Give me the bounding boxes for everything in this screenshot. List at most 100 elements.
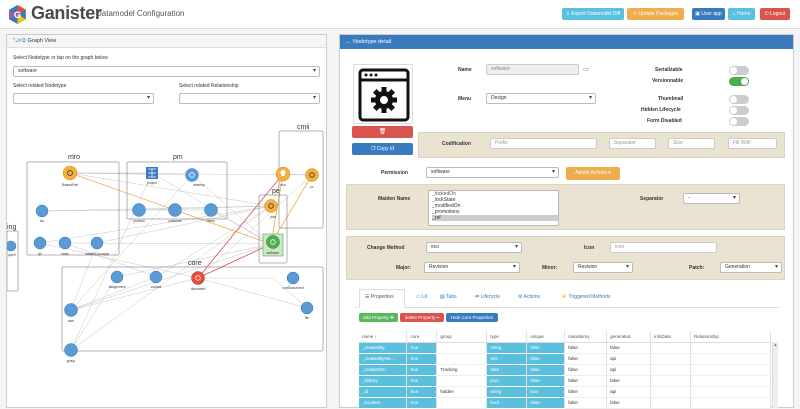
home-button[interactable]: ⌂ Home bbox=[728, 8, 755, 20]
major-select[interactable]: Revision bbox=[424, 262, 520, 273]
name-input[interactable]: software bbox=[486, 64, 579, 75]
table-cell[interactable]: string bbox=[486, 342, 528, 354]
table-cell[interactable] bbox=[436, 375, 488, 387]
table-cell[interactable]: date bbox=[486, 364, 528, 376]
table-cell[interactable]: api bbox=[606, 386, 652, 398]
list-item[interactable]: _lockState bbox=[432, 197, 456, 203]
table-cell[interactable]: false bbox=[526, 342, 566, 354]
table-cell[interactable]: text bbox=[486, 353, 528, 365]
table-cell[interactable]: false bbox=[526, 364, 566, 376]
table-row[interactable]: _createdOn true Tracking date false false api bbox=[359, 364, 771, 376]
table-cell[interactable]: json bbox=[486, 375, 528, 387]
table-cell[interactable] bbox=[650, 353, 692, 365]
table-cell[interactable]: false bbox=[564, 353, 608, 365]
list-item[interactable]: _ref bbox=[432, 215, 558, 221]
column-header[interactable]: core bbox=[406, 331, 438, 343]
table-cell[interactable]: false bbox=[564, 397, 608, 409]
table-cell[interactable]: true bbox=[406, 353, 438, 365]
minor-select[interactable]: Revision bbox=[573, 262, 633, 273]
table-cell[interactable]: false bbox=[564, 364, 608, 376]
column-header[interactable]: generated bbox=[606, 331, 652, 343]
size-input[interactable]: Size bbox=[668, 138, 715, 149]
table-cell[interactable]: _createdBy bbox=[359, 342, 408, 354]
column-header[interactable]: name ↑ bbox=[359, 331, 408, 343]
table-cell[interactable]: _id bbox=[359, 386, 408, 398]
delete-nodetype-button[interactable]: 🗑 bbox=[352, 126, 413, 138]
table-cell[interactable]: _createdOn bbox=[359, 364, 408, 376]
tab-lifecycle[interactable]: ⇄ Lifecycle bbox=[475, 294, 501, 300]
hidden-lifecycle-toggle[interactable] bbox=[729, 106, 749, 115]
column-header[interactable]: type bbox=[486, 331, 528, 343]
table-cell[interactable]: _history bbox=[359, 375, 408, 387]
table-cell[interactable]: _createdByNa... bbox=[359, 353, 408, 365]
table-cell[interactable]: api bbox=[606, 364, 652, 376]
export-diff-button[interactable]: ⇩ Export Datamodel Diff bbox=[562, 8, 624, 20]
copy-id-button[interactable]: ❐ Copy Id bbox=[352, 143, 413, 155]
list-item[interactable]: _lockedOn bbox=[432, 191, 456, 197]
permission-select[interactable]: software bbox=[426, 167, 559, 178]
tab-properties[interactable]: ☰ Properties bbox=[365, 294, 394, 300]
tab-ui[interactable]: ▭ UI bbox=[416, 294, 428, 300]
prefix-input[interactable]: Prefix bbox=[490, 138, 597, 149]
user-app-button[interactable]: ▣ User app bbox=[692, 8, 725, 20]
patch-select[interactable]: Generation bbox=[720, 262, 782, 273]
nodetype-icon-preview[interactable] bbox=[353, 64, 413, 124]
fill-with-input[interactable]: Fill With bbox=[728, 138, 777, 149]
table-cell[interactable] bbox=[690, 386, 771, 398]
table-cell[interactable]: false bbox=[564, 375, 608, 387]
logout-button[interactable]: ⏻ Logout bbox=[760, 8, 790, 20]
table-cell[interactable] bbox=[650, 342, 692, 354]
update-packages-button[interactable]: ↻ Update Packages bbox=[627, 8, 684, 20]
form-disabled-toggle[interactable] bbox=[729, 117, 749, 126]
maiden-name-listbox[interactable]: _lockedOn _lockState _modifiedOn _promot… bbox=[428, 190, 559, 226]
list-item[interactable]: _modifiedOn bbox=[432, 203, 461, 209]
tab-tabs[interactable]: ▤ Tabs bbox=[440, 294, 457, 300]
table-cell[interactable]: true bbox=[406, 386, 438, 398]
table-cell[interactable]: true bbox=[406, 397, 438, 409]
separator-input[interactable]: Separator bbox=[609, 138, 656, 149]
table-cell[interactable]: false bbox=[526, 397, 566, 409]
related-relationship-select[interactable] bbox=[179, 93, 320, 104]
versionnable-toggle[interactable] bbox=[729, 77, 749, 86]
table-cell[interactable] bbox=[436, 342, 488, 354]
table-row[interactable]: _createdByNa... true text false false api bbox=[359, 353, 771, 365]
admin-actions-button[interactable]: Admin Actions ▾ bbox=[566, 167, 620, 180]
id-card-icon[interactable]: ▭ bbox=[583, 67, 589, 73]
table-cell[interactable] bbox=[690, 353, 771, 365]
table-cell[interactable] bbox=[650, 386, 692, 398]
column-header[interactable]: unique bbox=[526, 331, 566, 343]
related-nodetype-select[interactable] bbox=[13, 93, 154, 104]
table-cell[interactable]: false bbox=[606, 397, 652, 409]
column-header[interactable]: infoData bbox=[650, 331, 692, 343]
table-cell[interactable]: api bbox=[606, 353, 652, 365]
table-cell[interactable]: _isLatest bbox=[359, 397, 408, 409]
table-cell[interactable]: hidden bbox=[436, 386, 488, 398]
table-cell[interactable]: string bbox=[486, 386, 528, 398]
serializable-toggle[interactable] bbox=[729, 66, 749, 75]
hide-core-properties-button[interactable]: Hide Core Properties bbox=[446, 313, 498, 322]
table-cell[interactable] bbox=[690, 397, 771, 409]
table-cell[interactable] bbox=[690, 375, 771, 387]
scroll-up-icon[interactable]: ▲ bbox=[773, 342, 778, 347]
table-cell[interactable]: false bbox=[606, 342, 652, 354]
nodetype-select[interactable]: software bbox=[13, 66, 320, 77]
table-cell[interactable]: false bbox=[606, 375, 652, 387]
datamodel-graph[interactable]: mro pm cmii pe core ing RaisedPart proje… bbox=[7, 118, 328, 409]
table-cell[interactable]: true bbox=[406, 364, 438, 376]
table-cell[interactable] bbox=[690, 342, 771, 354]
table-cell[interactable]: false bbox=[564, 386, 608, 398]
table-cell[interactable] bbox=[436, 397, 488, 409]
table-cell[interactable] bbox=[650, 364, 692, 376]
table-row[interactable]: _createdBy true string false false false bbox=[359, 342, 771, 354]
table-cell[interactable] bbox=[650, 397, 692, 409]
tab-triggered-methods[interactable]: ⚡ Triggered Methods bbox=[561, 294, 611, 300]
table-cell[interactable]: Tracking bbox=[436, 364, 488, 376]
separator-select[interactable]: - bbox=[683, 193, 740, 204]
column-header[interactable]: mandatory bbox=[564, 331, 608, 343]
menu-select[interactable]: Design bbox=[486, 93, 596, 104]
table-cell[interactable] bbox=[690, 364, 771, 376]
table-row[interactable]: _isLatest true bool false false false bbox=[359, 397, 771, 409]
column-header[interactable]: group bbox=[436, 331, 488, 343]
add-property-button[interactable]: add Property ✚ bbox=[359, 313, 398, 322]
icon-input[interactable]: icon bbox=[610, 242, 717, 253]
